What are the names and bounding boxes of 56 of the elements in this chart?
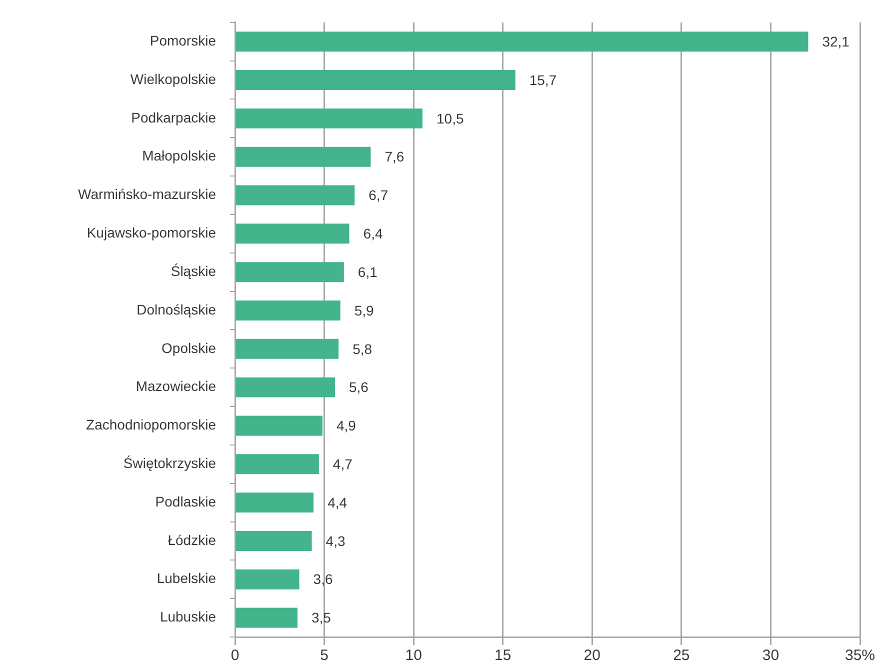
x-tick-label: 15: [494, 647, 512, 664]
bar: [236, 32, 808, 52]
y-tick-label: Opolskie: [162, 340, 216, 356]
data-label: 4,4: [328, 494, 348, 510]
y-tick-label: Zachodniopomorskie: [86, 416, 216, 433]
data-label: 7,6: [384, 148, 404, 165]
y-tick-label: Mazowieckie: [136, 378, 216, 394]
bar: [236, 492, 314, 513]
y-tick-label: Śląskie: [170, 262, 216, 279]
data-label: 3,5: [312, 610, 332, 626]
bar: [236, 454, 319, 474]
y-tick-label: Warmińsko-mazurskie: [78, 186, 216, 202]
x-tick-label: 20: [584, 647, 600, 664]
bar: [236, 530, 312, 551]
data-label: 10,5: [436, 110, 464, 126]
data-label: 4,7: [332, 456, 353, 472]
data-label: 5,6: [349, 379, 369, 396]
x-tick-label: 30: [762, 647, 780, 664]
x-tick-label: 35%: [844, 647, 876, 664]
x-tick-label: 0: [230, 647, 240, 664]
y-tick-label: Podlaskie: [155, 493, 216, 510]
bar: [236, 338, 339, 359]
data-label: 6,1: [358, 264, 378, 280]
data-label: 5,9: [354, 302, 374, 318]
bar: [236, 185, 355, 206]
bar: [236, 416, 322, 436]
data-label: 15,7: [529, 72, 557, 88]
bar: [236, 608, 298, 628]
data-label: 4,9: [336, 418, 356, 434]
bar: [236, 300, 340, 320]
data-label: 32,1: [822, 33, 850, 50]
x-tick-label: 5: [320, 647, 328, 664]
y-tick-label: Kujawsko-pomorskie: [86, 224, 216, 241]
bar: [236, 108, 422, 128]
y-tick-label: Pomorskie: [150, 32, 216, 48]
data-label: 6,7: [368, 187, 388, 204]
x-tick-label: 10: [405, 647, 422, 664]
y-tick-label: Podkarpackie: [131, 109, 216, 126]
bar: [236, 262, 344, 282]
y-tick-label: Dolnośląskie: [136, 301, 216, 318]
data-label: 3,6: [313, 571, 333, 588]
bar: [236, 569, 300, 590]
y-tick-label: Wielkopolskie: [130, 70, 216, 87]
data-label: 6,4: [363, 226, 383, 242]
y-tick-label: Małopolskie: [142, 148, 216, 164]
bar: [236, 377, 335, 398]
y-tick-label: Łódzkie: [168, 532, 216, 548]
bar: [236, 224, 350, 244]
y-tick-label: Świętokrzyskie: [123, 455, 216, 472]
y-tick-label: Lubuskie: [160, 608, 216, 625]
bar: [236, 146, 371, 167]
bar: [236, 70, 516, 90]
y-tick-label: Lubelskie: [156, 570, 216, 586]
x-tick-label: 25: [673, 647, 690, 664]
data-label: 5,8: [352, 340, 372, 357]
data-label: 4,3: [326, 532, 346, 549]
